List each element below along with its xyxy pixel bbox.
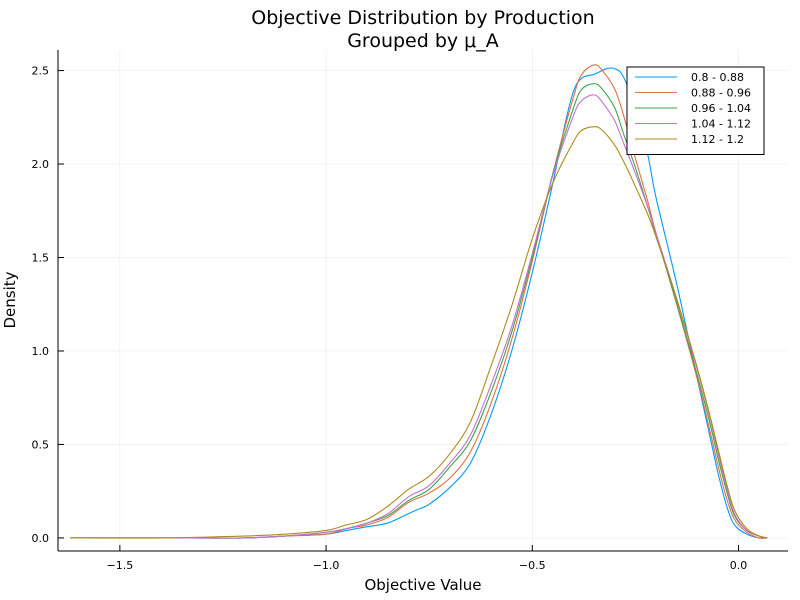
series-lines [70,64,768,539]
legend-label: 0.96 - 1.04 [691,102,751,115]
x-tick-label: −1.0 [313,559,340,572]
legend-label: 1.04 - 1.12 [691,118,751,131]
legend-label: 0.8 - 0.88 [691,71,744,84]
y-tick-label: 2.5 [32,65,50,78]
x-tick-label: −1.5 [107,559,134,572]
y-tick-label: 0.0 [32,532,50,545]
axes [57,50,788,552]
legend-label: 0.88 - 0.96 [691,87,751,100]
tick-labels: −1.5 −1.0 −0.5 0.0 0.0 0.5 1.0 1.5 2.0 2.5 [32,65,748,572]
legend-label: 1.12 - 1.2 [691,133,744,146]
chart-title-line-2: Grouped by μ_A [347,30,499,52]
series-line-5 [70,126,768,539]
y-tick-label: 1.0 [32,345,50,358]
x-axis-label: Objective Value [364,576,481,594]
y-tick-label: 1.5 [32,252,50,265]
x-tick-label: 0.0 [730,559,748,572]
legend-box [626,66,765,155]
chart-title-line-1: Objective Distribution by Production [251,7,594,29]
y-tick-label: 2.0 [32,158,50,171]
y-axis-label: Density [1,271,19,328]
x-tick-label: −0.5 [519,559,546,572]
series-line-1 [70,67,768,539]
series-line-4 [70,94,768,539]
legend: 0.8 - 0.88 0.88 - 0.96 0.96 - 1.04 1.04 - 1… [626,66,765,155]
y-tick-label: 0.5 [32,438,50,451]
